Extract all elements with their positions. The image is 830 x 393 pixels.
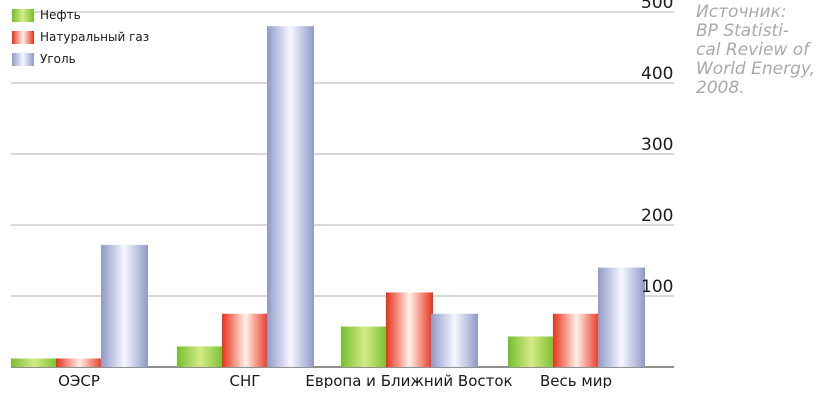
x-tick-label: Европа и Ближний Восток (305, 372, 512, 388)
source-note-line: Источник: (696, 2, 787, 22)
x-tick-label: СНГ (230, 372, 261, 388)
x-tick-label: ОЭСР (58, 372, 100, 388)
y-tick-label: 100 (641, 277, 673, 297)
bar (508, 336, 555, 367)
bar (101, 244, 148, 367)
bar (553, 313, 600, 367)
bar (56, 358, 103, 367)
bar (386, 292, 433, 367)
bar (222, 313, 269, 367)
legend-swatch (12, 31, 34, 44)
source-note-line: cal Review of (696, 40, 810, 60)
source-note: Источник: BP Statisti- cal Review of Wor… (696, 3, 830, 98)
bar (598, 267, 645, 367)
bar (341, 326, 388, 367)
legend-label: Уголь (40, 52, 76, 66)
bar (267, 26, 314, 367)
y-tick-label: 400 (641, 64, 673, 84)
legend-swatch (12, 53, 34, 66)
legend-swatch (12, 9, 34, 22)
bar (431, 313, 478, 367)
y-tick-label: 500 (641, 0, 673, 13)
bar (177, 346, 224, 367)
source-note-line: World Energy, (696, 59, 816, 79)
source-note-line: BP Statisti- (696, 21, 789, 41)
source-note-line: 2008. (696, 78, 745, 98)
bar (11, 358, 58, 367)
x-tick-label: Весь мир (540, 372, 612, 388)
legend-label: Натуральный газ (40, 30, 149, 44)
y-tick-label: 200 (641, 206, 673, 226)
legend-label: Нефть (40, 8, 81, 22)
y-tick-label: 300 (641, 135, 673, 155)
